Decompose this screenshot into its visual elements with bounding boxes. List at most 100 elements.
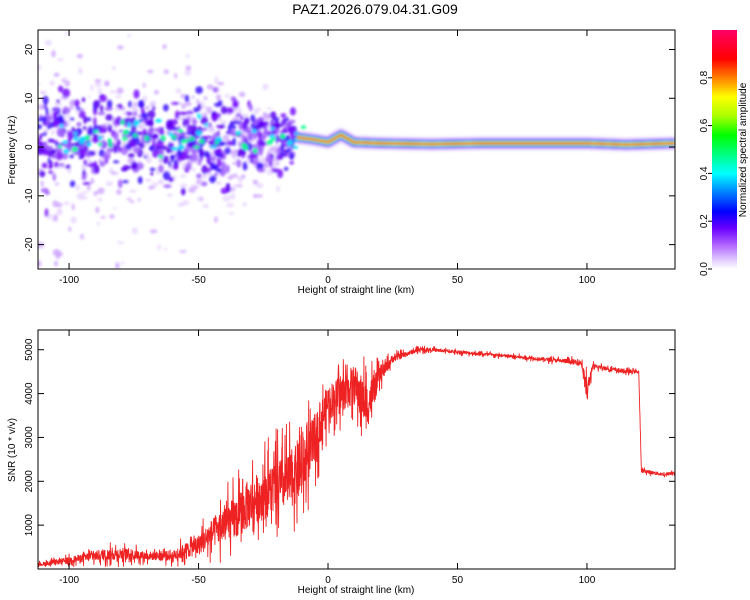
spectrogram-speckle <box>188 186 196 194</box>
spectrogram-speckle <box>242 202 248 207</box>
spectrogram-cloud <box>105 114 113 121</box>
spectrogram-cloud <box>138 141 145 149</box>
spectrogram-speckle <box>181 103 187 110</box>
spectrogram-speckle <box>104 80 110 87</box>
spectrogram-cloud <box>91 137 100 144</box>
spectrogram-cloud <box>93 124 99 132</box>
spectrogram-speckle <box>40 91 47 94</box>
spectrogram-speckle <box>252 179 259 185</box>
spectrogram-cloud <box>163 104 169 112</box>
spectrogram-speckle <box>222 195 230 202</box>
spectrogram-cloud <box>256 168 266 173</box>
spectrogram-cloud <box>42 95 49 105</box>
spectrogram-speckle <box>147 156 151 164</box>
spectrogram-cloud <box>42 132 47 136</box>
spectrogram-speckle <box>153 89 159 95</box>
spectrogram-speckle <box>147 69 154 74</box>
spectrogram-speckle <box>70 216 77 224</box>
spectrogram-speckle <box>137 159 142 163</box>
spectrogram-speckle <box>44 39 53 46</box>
spectrogram-speckle <box>206 106 213 114</box>
spectrogram-speckle <box>86 185 91 191</box>
spectrogram-cloud <box>215 168 222 173</box>
spectrogram-speckle <box>116 87 124 95</box>
spectrogram-speckle <box>90 84 94 92</box>
spectrogram-cloud <box>152 150 159 158</box>
spectrogram-hotspot <box>280 133 286 139</box>
spectrogram-speckle <box>206 84 214 90</box>
spectrogram-hotspot <box>98 135 103 141</box>
spectrogram-hotspot <box>209 145 217 149</box>
spectrogram-cloud <box>82 125 87 131</box>
spectrogram-cloud <box>94 164 100 174</box>
spectrogram-hotspot <box>84 134 91 141</box>
spectrogram-speckle <box>38 82 41 86</box>
snr-y-axis-label: SNR (10 * v/v) <box>7 418 18 482</box>
spectrogram-cloud <box>285 120 289 130</box>
spectrogram-speckle <box>148 185 155 190</box>
spectrogram-cloud <box>283 166 289 172</box>
spectrogram-speckle <box>115 262 120 269</box>
spectrogram-speckle <box>55 209 63 216</box>
spectrogram-speckle <box>140 124 148 128</box>
spectrogram-speckle <box>149 229 158 234</box>
spectrogram-x-tick-label: -100 <box>59 275 79 286</box>
spectrogram-cloud <box>69 154 75 159</box>
spectrogram-cloud <box>159 128 165 136</box>
spectrogram-cloud <box>256 139 264 147</box>
spectrogram-cloud <box>224 146 231 155</box>
spectrogram-cloud <box>270 119 274 129</box>
spectrogram-hotspot <box>270 137 277 142</box>
spectrogram-hotspot <box>122 129 130 135</box>
spectrogram-speckle <box>90 177 95 185</box>
spectrogram-cloud <box>282 118 286 125</box>
spectrogram-cloud <box>128 130 134 137</box>
spectrogram-cloud <box>178 111 188 116</box>
snr-y-tick-label: 5000 <box>24 338 35 361</box>
spectrogram-speckle <box>158 178 164 185</box>
spectrogram-cloud <box>117 179 123 189</box>
spectrogram-cloud <box>171 101 180 105</box>
spectrogram-cloud <box>78 110 86 119</box>
spectrogram-cloud <box>198 148 204 156</box>
spectrogram-speckle <box>150 100 156 106</box>
spectrogram-speckle <box>164 247 168 251</box>
spectrogram-cloud <box>208 139 215 146</box>
spectrogram-speckle <box>116 241 125 245</box>
spectrogram-hotspot <box>235 130 242 135</box>
spectrogram-y-tick-label: -20 <box>24 237 35 252</box>
spectrogram-speckle <box>266 106 272 110</box>
spectrogram-cloud <box>127 152 135 159</box>
spectrogram-speckle <box>145 178 152 183</box>
snr-y-tick-label: 1000 <box>24 514 35 537</box>
spectrogram-cloud <box>220 187 228 195</box>
spectrogram-plot-area <box>38 32 675 269</box>
spectrogram-cloud <box>207 122 212 129</box>
spectrogram-speckle <box>94 78 102 83</box>
spectrogram-speckle <box>166 193 173 198</box>
spectrogram-cloud <box>289 107 296 116</box>
spectrogram-hotspot <box>268 134 276 138</box>
spectrogram-speckle <box>109 214 115 219</box>
spectrogram-hotspot <box>57 144 63 149</box>
spectrogram-cloud <box>113 146 118 153</box>
spectrogram-cloud <box>241 135 248 142</box>
spectrogram-speckle <box>196 99 200 104</box>
spectrogram-cloud <box>204 135 213 139</box>
spectrogram-cloud <box>214 172 218 177</box>
colorbar-tick-label: 0.0 <box>699 262 710 276</box>
spectrogram-speckle <box>56 58 65 62</box>
spectrogram-hotspot <box>86 142 92 147</box>
colorbar-ticks: 0.0 0.2 0.4 0.6 0.8 <box>699 70 712 276</box>
spectrogram-cloud <box>93 103 97 112</box>
spectrogram-hotspot <box>63 148 70 154</box>
spectrogram-speckle <box>232 153 236 159</box>
spectrogram-y-tick-label: 0 <box>24 144 35 150</box>
spectrogram-hotspot <box>180 139 188 144</box>
spectrogram-cloud <box>56 99 60 104</box>
spectrogram-hotspot <box>266 139 274 146</box>
spectrogram-speckle <box>38 64 42 71</box>
spectrogram-speckle <box>231 162 238 165</box>
spectrogram-cloud <box>58 162 65 167</box>
